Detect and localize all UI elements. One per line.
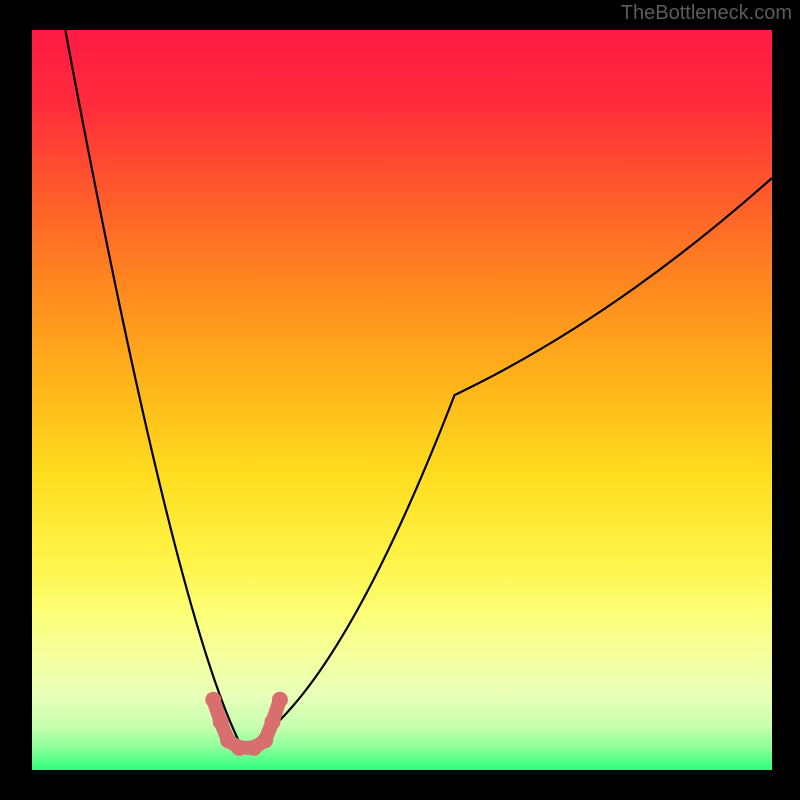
valley-marker [205,692,288,756]
valley-dot [213,714,229,730]
valley-dot [231,740,247,756]
valley-dot [265,714,281,730]
valley-dot [257,732,273,748]
valley-dot [272,692,288,708]
plot-area [32,30,772,770]
bottleneck-curve [65,30,772,749]
chart-svg [32,30,772,770]
attribution-text: TheBottleneck.com [621,2,792,25]
valley-dot [205,692,221,708]
